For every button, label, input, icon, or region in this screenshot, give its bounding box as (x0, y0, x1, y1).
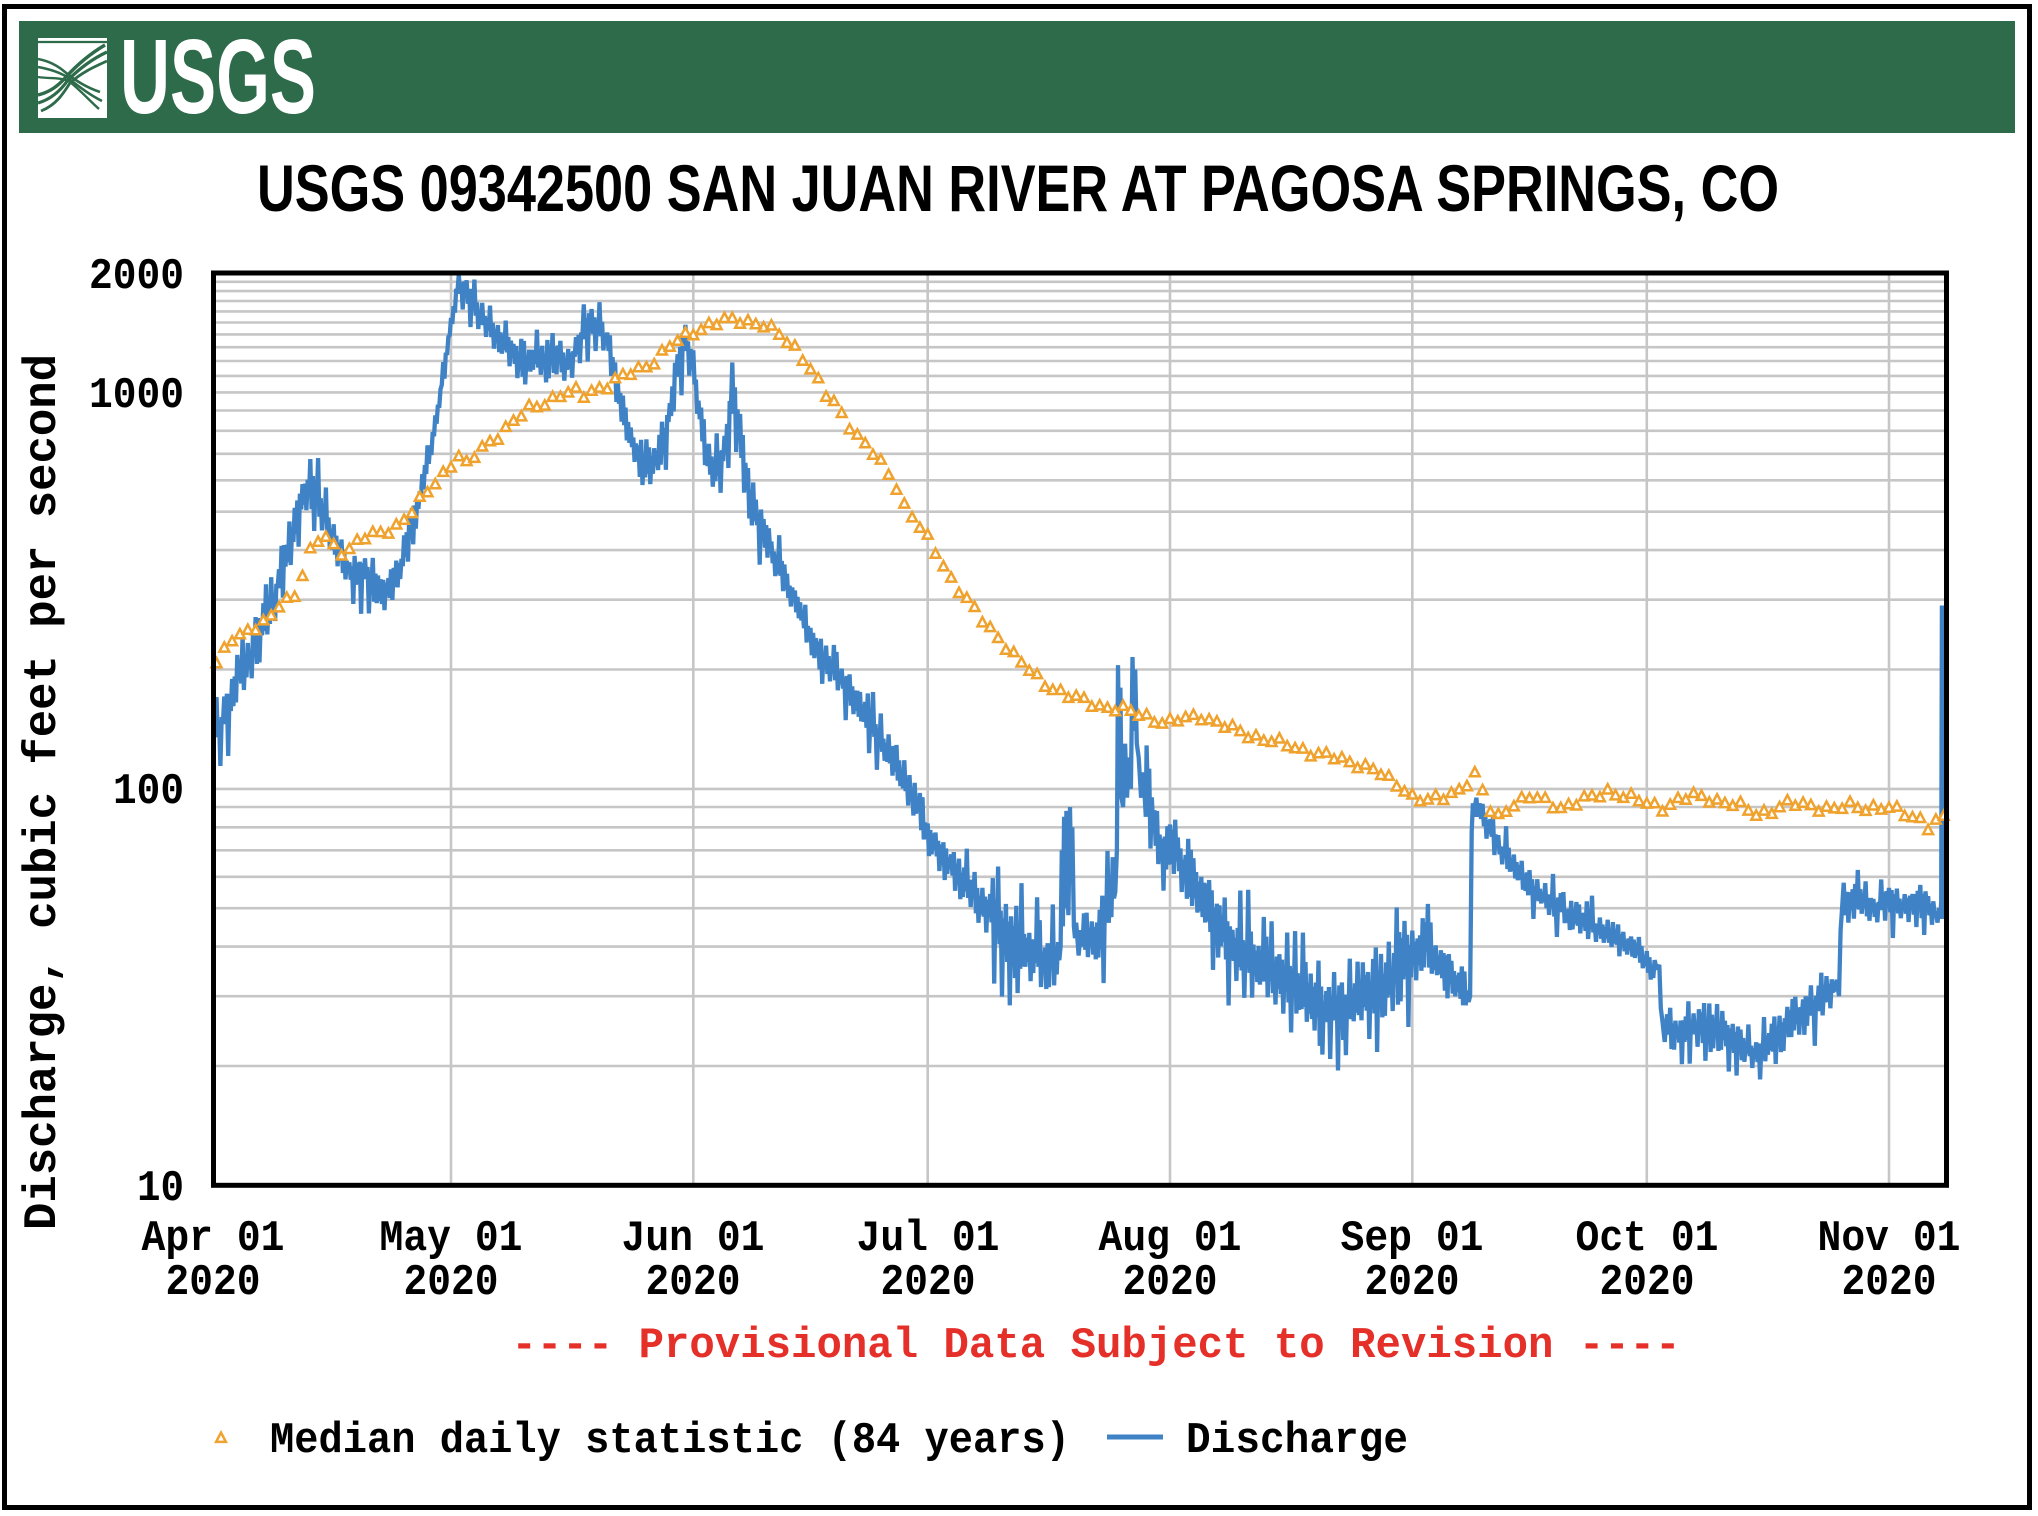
svg-text:2000: 2000 (89, 252, 184, 302)
svg-text:1000: 1000 (89, 371, 184, 421)
svg-text:Jul 01: Jul 01 (857, 1214, 1000, 1264)
svg-text:USGS: USGS (120, 18, 316, 136)
svg-text:Nov 01: Nov 01 (1818, 1214, 1961, 1264)
svg-text:Oct 01: Oct 01 (1576, 1214, 1719, 1264)
svg-text:2020: 2020 (1842, 1258, 1937, 1308)
svg-text:---- Provisional Data Subject: ---- Provisional Data Subject to Revisio… (512, 1321, 1681, 1371)
svg-text:Sep 01: Sep 01 (1341, 1214, 1484, 1264)
svg-text:10: 10 (137, 1164, 184, 1214)
svg-text:May 01: May 01 (380, 1214, 523, 1264)
svg-text:Aug 01: Aug 01 (1099, 1214, 1242, 1264)
svg-text:2020: 2020 (1365, 1258, 1460, 1308)
svg-text:2020: 2020 (881, 1258, 976, 1308)
svg-text:Apr 01: Apr 01 (142, 1214, 285, 1264)
svg-text:100: 100 (113, 767, 184, 817)
svg-text:2020: 2020 (404, 1258, 499, 1308)
svg-text:USGS 09342500 SAN JUAN RIVER A: USGS 09342500 SAN JUAN RIVER AT PAGOSA S… (257, 151, 1779, 225)
svg-text:Discharge, cubic feet per seco: Discharge, cubic feet per second (17, 354, 69, 1230)
svg-text:2020: 2020 (166, 1258, 261, 1308)
svg-text:2020: 2020 (646, 1258, 741, 1308)
svg-text:Jun 01: Jun 01 (622, 1214, 765, 1264)
svg-text:Median daily statistic (84 yea: Median daily statistic (84 years) (270, 1416, 1070, 1466)
svg-text:2020: 2020 (1123, 1258, 1218, 1308)
svg-text:Discharge: Discharge (1186, 1416, 1408, 1466)
svg-text:2020: 2020 (1600, 1258, 1695, 1308)
